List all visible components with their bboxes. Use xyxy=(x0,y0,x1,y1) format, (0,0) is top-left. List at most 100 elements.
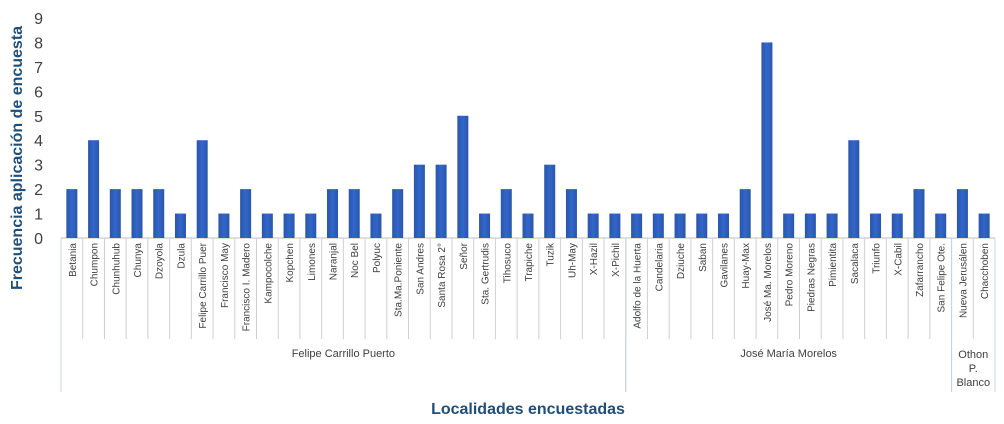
group-label: Felipe Carrillo Puerto xyxy=(292,348,395,360)
category-label: Pimientita xyxy=(828,243,839,287)
bar xyxy=(783,213,795,238)
y-tick-label: 9 xyxy=(34,11,43,28)
category-label: Sta.Ma.Poniente xyxy=(394,243,405,317)
category-label: Chunhuhub xyxy=(111,243,122,295)
y-tick-label: 1 xyxy=(34,207,43,224)
category-label: Naranjal xyxy=(329,243,340,280)
y-tick-label: 8 xyxy=(34,35,43,52)
category-label: Santa Rosa 2° xyxy=(437,243,448,308)
y-tick-label: 2 xyxy=(34,182,43,199)
bar xyxy=(218,213,230,238)
bar xyxy=(696,213,708,238)
bar xyxy=(913,189,925,238)
bar xyxy=(565,189,577,238)
category-label: Chunya xyxy=(133,243,144,278)
category-label: Gavilanes xyxy=(719,243,730,287)
bar xyxy=(956,189,968,238)
category-label: Betania xyxy=(68,243,79,277)
bar xyxy=(848,140,860,238)
bar xyxy=(261,213,273,238)
bar xyxy=(870,213,882,238)
category-label: Piedras Negras xyxy=(806,243,817,312)
bar xyxy=(196,140,208,238)
bar xyxy=(66,189,78,238)
bar xyxy=(652,213,664,238)
y-tick-labels: 0 1 2 3 4 5 6 7 8 9 xyxy=(34,11,43,248)
category-label: Dziuche xyxy=(676,243,687,280)
category-label: Francisco May xyxy=(220,243,231,308)
category-label: Tihosuco xyxy=(502,243,513,284)
bar xyxy=(935,213,947,238)
category-label: Señor xyxy=(459,242,470,269)
category-label: Zafarrancho xyxy=(915,243,926,297)
bar xyxy=(109,189,121,238)
category-label: José Ma. Morelos xyxy=(763,243,774,322)
category-label: Trapiche xyxy=(524,243,535,282)
category-label: Tuzik xyxy=(546,242,557,267)
bar xyxy=(978,213,990,238)
bar xyxy=(153,189,165,238)
bar xyxy=(891,213,903,238)
category-label: X-Cabil xyxy=(893,243,904,276)
category-label: Dzoyola xyxy=(155,243,166,280)
bar xyxy=(392,189,404,238)
bar xyxy=(174,213,186,238)
category-label: Nueva Jerusálen xyxy=(958,243,969,318)
group-label: Blanco xyxy=(956,377,990,389)
bar xyxy=(370,213,382,238)
category-label: Felipe Carrillo Puer xyxy=(198,242,209,328)
category-label: Pedro Moreno xyxy=(785,243,796,307)
y-tick-label: 0 xyxy=(34,231,43,248)
category-label: Huay-Max xyxy=(741,243,752,289)
y-tick-label: 3 xyxy=(34,158,43,175)
group-label: José María Morelos xyxy=(740,348,837,360)
category-label: Sacalaca xyxy=(850,243,861,285)
y-tick-label: 5 xyxy=(34,109,43,126)
category-label: X-Hazil xyxy=(589,243,600,275)
category-label: Polyuc xyxy=(372,243,383,273)
bars xyxy=(66,42,990,238)
y-tick-label: 6 xyxy=(34,84,43,101)
category-label: Sta. Gertrudis xyxy=(481,243,492,305)
bar xyxy=(717,213,729,238)
bar xyxy=(435,164,447,238)
bar xyxy=(587,213,599,238)
category-label: Dzula xyxy=(176,243,187,269)
bar xyxy=(457,115,469,238)
bar xyxy=(609,213,621,238)
category-label: Candelaria xyxy=(654,243,665,292)
category-label: Noc Bel xyxy=(350,243,361,278)
category-label: Francisco I. Madero xyxy=(242,243,253,332)
category-label: Limones xyxy=(307,243,318,281)
category-label: Saban xyxy=(698,243,709,272)
category-label: San Felipe Ote. xyxy=(937,243,948,312)
group-label: P. xyxy=(969,363,978,375)
category-label: Adolfo de la Huerta xyxy=(633,243,644,329)
bar xyxy=(88,140,100,238)
category-label: Kopchen xyxy=(285,243,296,282)
bar xyxy=(544,164,556,238)
category-label: Kampocolche xyxy=(263,243,274,304)
category-labels: Betania Chumpon Chunhuhub Chunya Dzoyola Dzul… xyxy=(60,238,996,339)
group-label: Othon xyxy=(958,349,988,361)
bar xyxy=(327,189,339,238)
x-axis-title: Localidades encuestadas xyxy=(431,401,625,418)
bar xyxy=(739,189,751,238)
bar xyxy=(240,189,252,238)
category-label: San Andres xyxy=(415,243,426,295)
y-axis-title: Frecuencia aplicación de encuesta xyxy=(9,26,26,290)
bar xyxy=(500,189,512,238)
bar xyxy=(826,213,838,238)
bar xyxy=(522,213,534,238)
bar xyxy=(305,213,317,238)
group-labels: Felipe Carrillo Puerto José María Morelos… xyxy=(60,238,996,392)
y-tick-label: 7 xyxy=(34,60,43,77)
bar xyxy=(631,213,643,238)
bar xyxy=(283,213,295,238)
bar xyxy=(761,42,773,238)
category-label: Uh-May xyxy=(567,243,578,278)
category-label: Chumpon xyxy=(90,243,101,286)
category-label: Chacchoben xyxy=(980,243,991,299)
bar xyxy=(674,213,686,238)
